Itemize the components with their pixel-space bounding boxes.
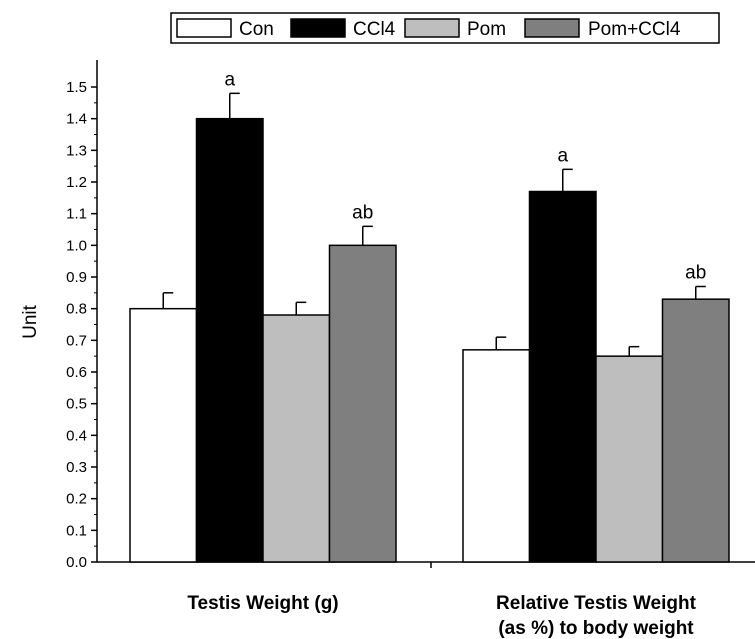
x-category-label: (as %) to body weight (498, 618, 694, 639)
y-tick-label: 0.8 (66, 301, 87, 318)
legend-swatch (176, 18, 232, 38)
legend-swatch (290, 18, 346, 38)
y-tick-label: 0.1 (66, 522, 87, 539)
legend-label: CCl4 (353, 19, 396, 40)
data-label: a (557, 145, 568, 166)
x-category-label: Relative Testis Weight (496, 593, 697, 614)
bar (661, 298, 730, 563)
x-category-label: Testis Weight (g) (187, 593, 338, 614)
y-tick-label: 1.3 (66, 142, 87, 159)
y-tick-label: 1.2 (66, 174, 87, 191)
legend-label: Con (239, 19, 274, 40)
data-label: a (224, 69, 235, 90)
y-tick-label: 0.7 (66, 332, 87, 349)
y-axis-label: Unit (20, 304, 41, 339)
legend-label: Pom+CCl4 (588, 19, 681, 40)
bar (462, 349, 531, 563)
bar (328, 244, 397, 563)
y-tick-label: 0.2 (66, 491, 87, 508)
y-tick-label: 1.0 (66, 237, 87, 254)
y-tick-label: 0.0 (66, 554, 87, 571)
data-label: ab (685, 263, 706, 284)
data-label: ab (352, 202, 373, 223)
y-tick-label: 0.5 (66, 396, 87, 413)
y-tick-label: 0.3 (66, 459, 87, 476)
bar (528, 190, 597, 563)
y-tick-label: 1.5 (66, 79, 87, 96)
y-tick-label: 1.4 (66, 111, 87, 128)
y-tick-label: 0.9 (66, 269, 87, 286)
bar (262, 314, 331, 563)
y-tick-label: 0.4 (66, 427, 87, 444)
legend: Con CCl4 Pom Pom+CCl4 (170, 12, 720, 44)
bars: a a ab ab (129, 69, 730, 563)
bar (195, 117, 264, 563)
legend-swatch (524, 18, 580, 38)
legend-label: Pom (467, 19, 506, 40)
y-tick-label: 1.1 (66, 206, 87, 223)
legend-swatch (404, 18, 460, 38)
y-tick-label: 0.6 (66, 364, 87, 381)
bar (129, 307, 198, 563)
bar (595, 355, 664, 563)
